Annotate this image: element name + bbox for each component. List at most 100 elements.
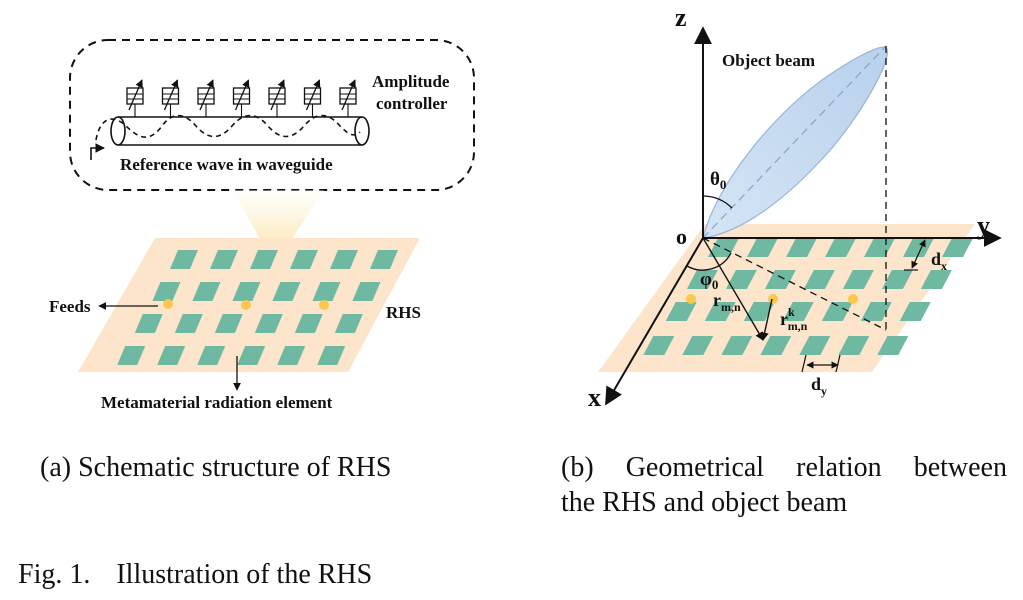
metamaterial-element [330, 250, 358, 269]
metamaterial-element [665, 302, 697, 321]
x-axis-label: x [588, 383, 601, 412]
amplitude-label-line1: Amplitude [372, 72, 450, 91]
metamaterial-element [764, 270, 796, 289]
metamaterial-element [312, 282, 341, 301]
metamaterial-element [214, 314, 243, 333]
metamaterial-element [250, 250, 278, 269]
dy-left-tick [801, 354, 807, 373]
waveguide-label: Reference wave in waveguide [120, 155, 333, 174]
caption-b-word: (b) [561, 452, 594, 483]
feeds-b [686, 294, 858, 304]
metamaterial-element [370, 250, 398, 269]
metamaterial-element [334, 314, 363, 333]
metamaterial-element [210, 250, 238, 269]
projection-ground [702, 237, 887, 331]
metamaterial-element [152, 282, 181, 301]
metamaterial-element [704, 302, 736, 321]
metamaterial-element [192, 282, 221, 301]
metamaterial-element [157, 346, 186, 365]
x-axis [605, 237, 704, 406]
rhs-elements-a [117, 250, 398, 365]
phi-label: φ0 [700, 269, 718, 292]
projection-cone [232, 190, 324, 265]
metamaterial-element [881, 270, 913, 289]
origin-label: o [676, 224, 687, 249]
amplitude-controller-icon [303, 79, 322, 117]
rhs-substrate-b [598, 224, 975, 372]
dy-label: dy [811, 374, 827, 398]
metamaterial-element [197, 346, 226, 365]
reference-wave [95, 114, 361, 141]
metamaterial-element [134, 314, 163, 333]
metamaterial-element [232, 282, 261, 301]
caption-b-word: relation [796, 452, 882, 483]
feed-dot [163, 299, 173, 309]
figure-caption-text: Illustration of the RHS [116, 559, 373, 590]
amplitude-controller-array [126, 79, 357, 117]
metamaterial-element [860, 302, 892, 321]
feeds-a [163, 299, 329, 310]
amplitude-controller-icon [268, 79, 286, 117]
metamaterial-element [317, 346, 346, 365]
feed-dot [768, 294, 778, 304]
caption-b-word: Geometrical [625, 452, 765, 483]
amplitude-controller-icon [339, 79, 357, 117]
element-label: Metamaterial radiation element [101, 393, 333, 412]
caption-b-line2: the RHS and object beam [561, 487, 848, 518]
feed-dot [686, 294, 696, 304]
r-mn-vector [702, 237, 764, 341]
metamaterial-element [782, 302, 814, 321]
panel-a: Amplitude controller Reference wave in w… [49, 39, 475, 412]
r-k-mn-vector [760, 298, 773, 341]
metamaterial-element [877, 336, 909, 355]
r-mn-label: rm,n [713, 290, 741, 314]
beam-axis [702, 45, 887, 239]
metamaterial-element [277, 346, 306, 365]
metamaterial-element [272, 282, 301, 301]
theta-arc [702, 195, 733, 209]
panel-b: z y x o Object beam θ0 φ0 rm,n rk m,n dx … [588, 3, 1002, 412]
amplitude-label-line2: controller [376, 94, 448, 113]
caption-b-line1: (b) Geometrical relation between [561, 449, 1007, 487]
callout-box [69, 39, 475, 191]
feed-dot [848, 294, 858, 304]
feeds-label: Feeds [49, 297, 91, 316]
metamaterial-element [254, 314, 283, 333]
theta-label: θ0 [710, 169, 726, 192]
figure-caption: Fig. 1. Illustration of the RHS [18, 556, 372, 594]
metamaterial-element [799, 336, 831, 355]
waveguide [90, 114, 370, 160]
phi-arc [686, 252, 732, 271]
caption-a: (a) Schematic structure of RHS [40, 452, 392, 483]
metamaterial-element [786, 238, 817, 257]
dx-label: dx [931, 249, 947, 273]
metamaterial-element [290, 250, 318, 269]
metamaterial-element [174, 314, 203, 333]
metamaterial-element [117, 346, 146, 365]
amplitude-controller-icon [161, 79, 180, 117]
r-k-mn-label: rk m,n [780, 305, 808, 333]
feed-dot [241, 300, 251, 310]
metamaterial-element [170, 250, 198, 269]
metamaterial-element [842, 270, 874, 289]
metamaterial-element [725, 270, 757, 289]
z-axis-label: z [675, 3, 687, 32]
amplitude-controller-icon [197, 79, 215, 117]
metamaterial-element [920, 270, 952, 289]
y-axis-label: y [977, 211, 990, 240]
feed-dot [319, 300, 329, 310]
object-beam-label: Object beam [722, 51, 815, 70]
amplitude-controller-icon [126, 79, 144, 117]
metamaterial-element [643, 336, 675, 355]
input-arrow [90, 143, 105, 160]
metamaterial-element [825, 238, 856, 257]
metamaterial-element [821, 302, 853, 321]
metamaterial-element [864, 238, 895, 257]
metamaterial-element [682, 336, 714, 355]
caption-b-word: between [913, 452, 1007, 483]
metamaterial-element [237, 346, 266, 365]
figure-number: Fig. 1. [18, 559, 91, 590]
amplitude-controller-icon [232, 79, 251, 117]
dx-arrow [911, 239, 926, 269]
